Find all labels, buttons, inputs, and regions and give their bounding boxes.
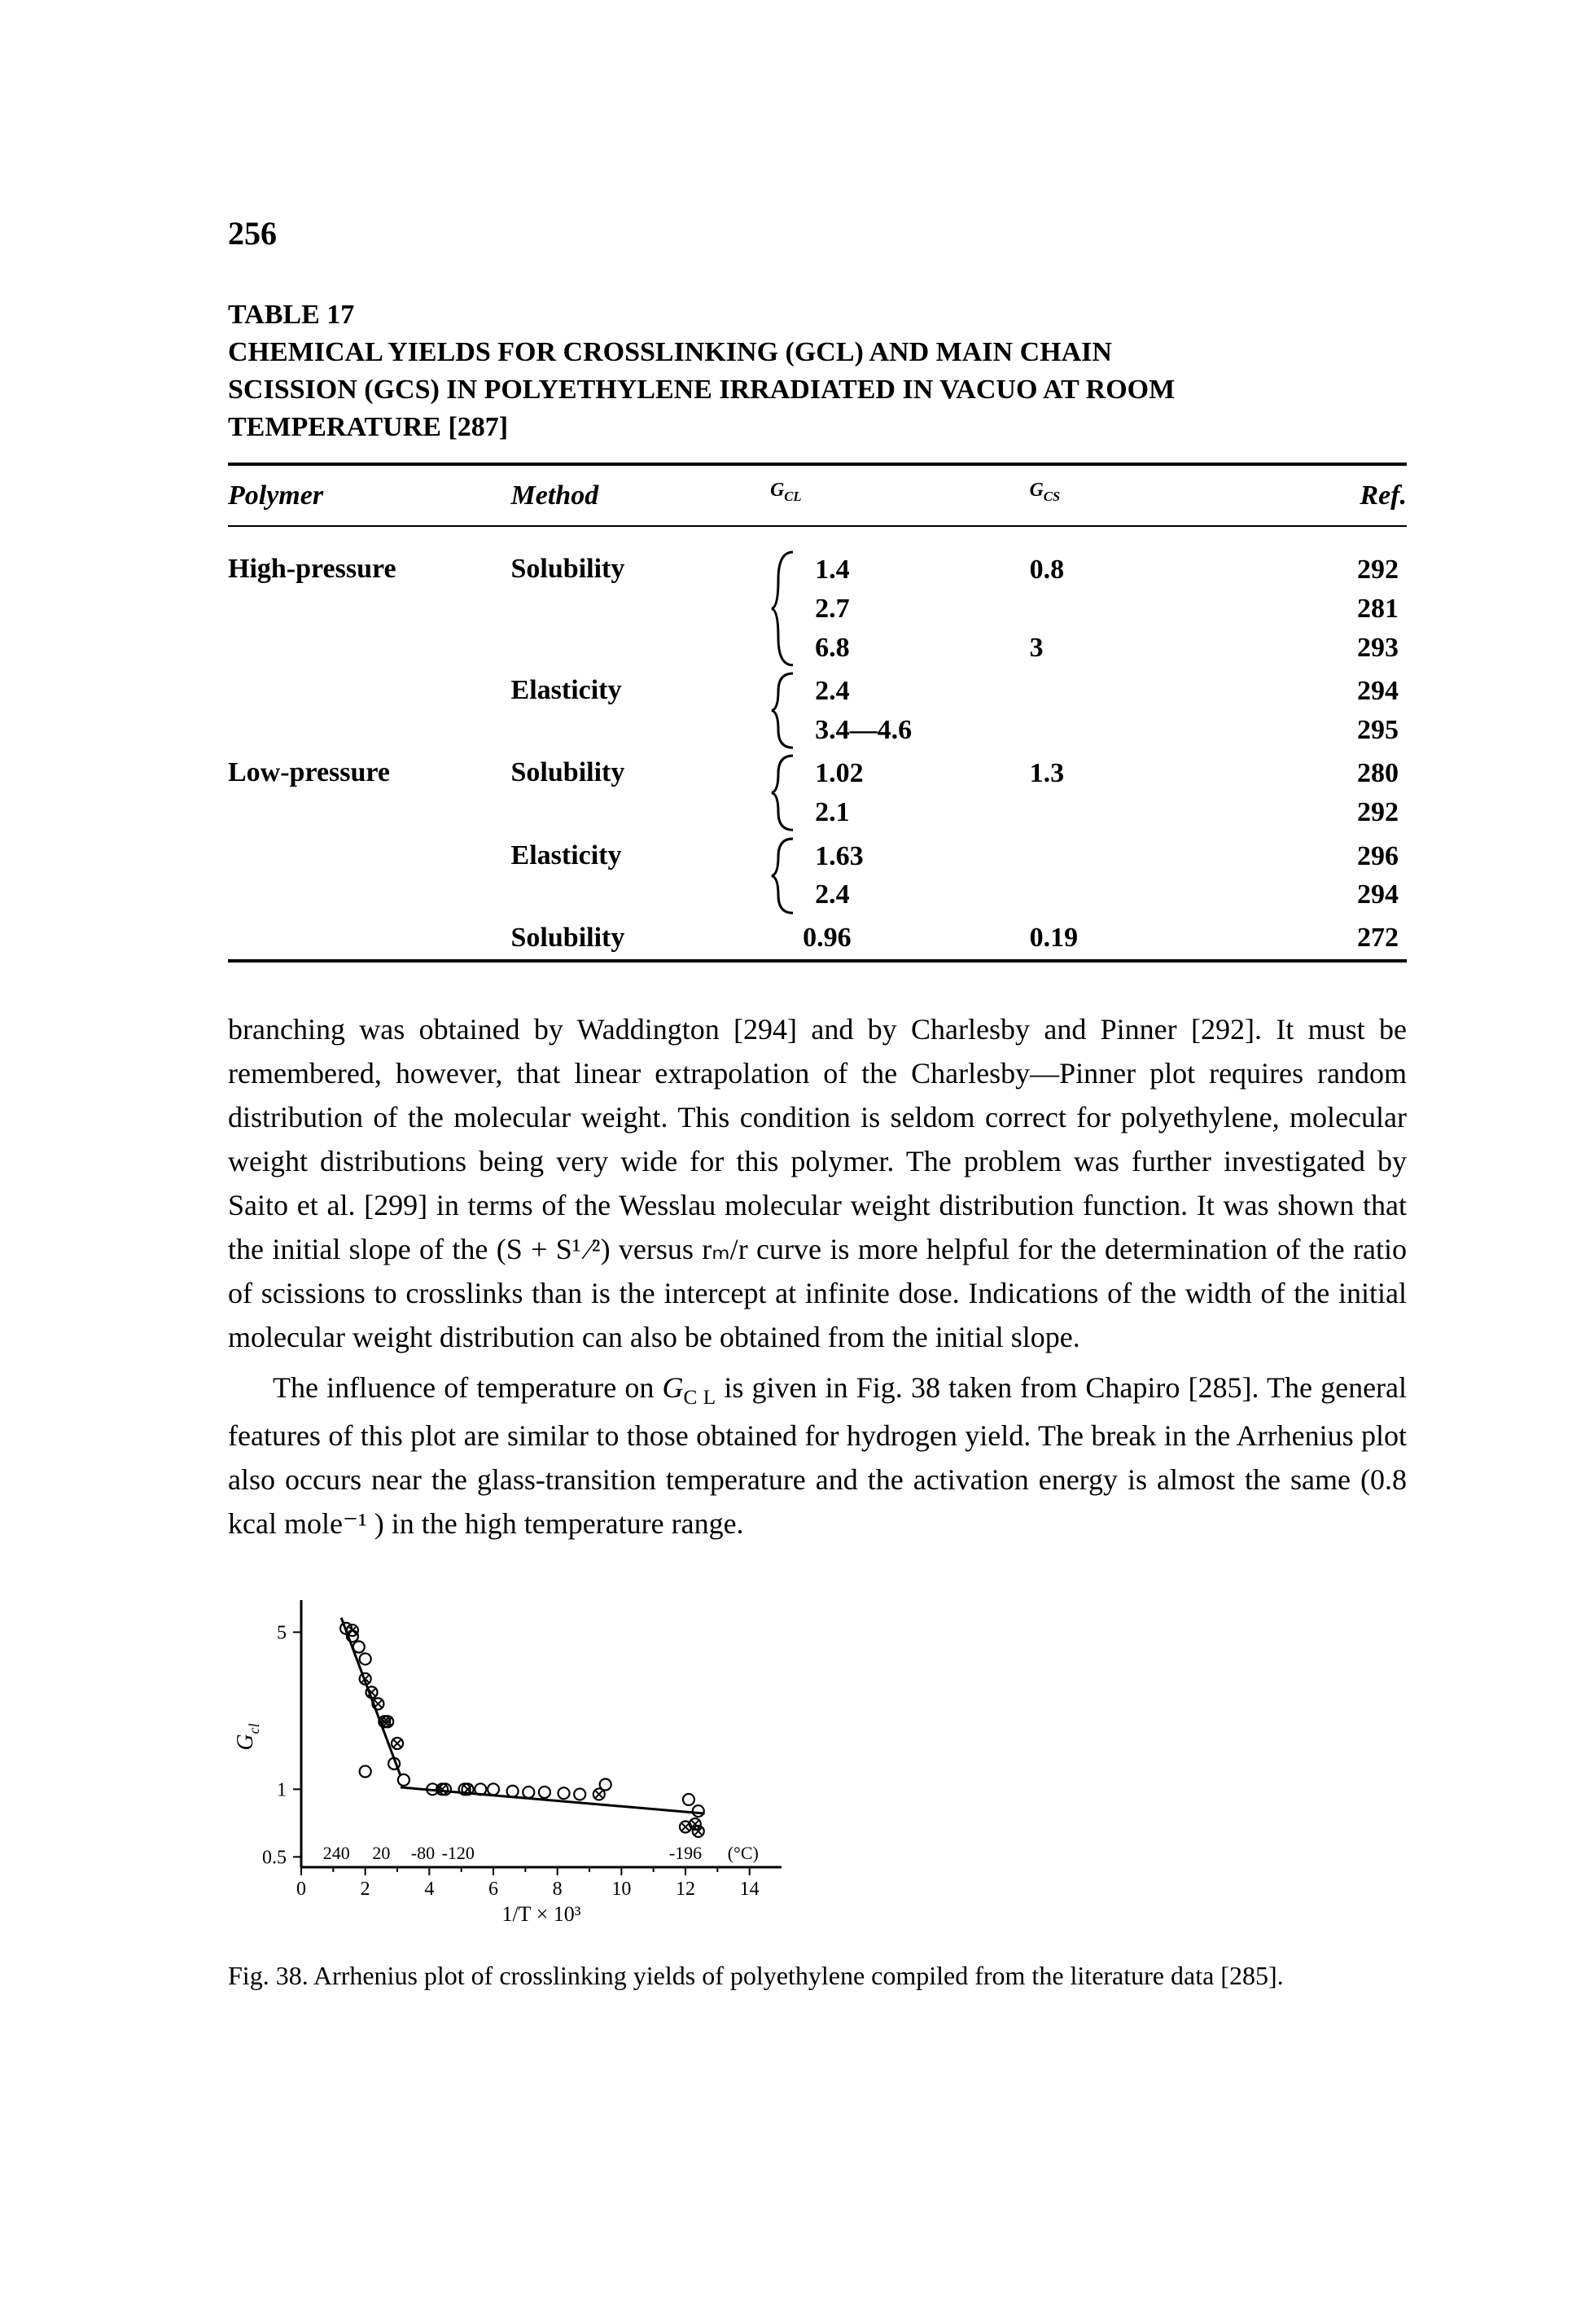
cell-ref: 280292 — [1230, 752, 1407, 834]
gcs-sub: CS — [1044, 488, 1060, 503]
paragraph-1: branching was obtained by Waddington [29… — [228, 1007, 1407, 1359]
col-polymer-header: Polymer — [228, 466, 511, 527]
cell-gcs — [1030, 835, 1230, 917]
svg-text:Gcl: Gcl — [233, 1723, 262, 1750]
cell-gcl: 1.632.4 — [770, 835, 1030, 917]
table-title-2: SCISSION (GCS) IN POLYETHYLENE IRRADIATE… — [228, 371, 1407, 409]
svg-text:0.5: 0.5 — [262, 1847, 287, 1868]
svg-text:20: 20 — [372, 1843, 390, 1863]
table-title-1: CHEMICAL YIELDS FOR CROSSLINKING (GCL) A… — [228, 334, 1407, 371]
cell-polymer — [228, 917, 511, 959]
svg-text:-80: -80 — [411, 1843, 435, 1863]
figure-38-plot: 0 2 4 6 8 10 12 14 1/T × 10³ 0.5 1 5 Gcl 240 20 -80 -120… — [228, 1590, 798, 1932]
table-label: TABLE 17 — [228, 296, 1407, 334]
cell-polymer — [228, 835, 511, 917]
cell-method: Solubility — [511, 752, 771, 834]
gcs-prefix: G — [1030, 480, 1044, 501]
table-17: Polymer Method GCL GCS Ref. High-pressur… — [228, 463, 1407, 962]
col-ref-header: Ref. — [1230, 466, 1407, 527]
table-title-3: TEMPERATURE [287] — [228, 409, 1407, 446]
gcl-sub: CL — [784, 488, 801, 503]
para2-gcl-prefix: G — [663, 1371, 684, 1404]
cell-gcl: 0.96 — [770, 917, 1030, 959]
cell-gcl: 1.022.1 — [770, 752, 1030, 834]
cell-method: Solubility — [511, 917, 771, 959]
para2-gcl-sub: C L — [684, 1387, 716, 1409]
cell-ref: 272 — [1230, 917, 1407, 959]
cell-gcs — [1030, 669, 1230, 752]
svg-text:6: 6 — [488, 1879, 498, 1900]
cell-gcl: 2.43.4—4.6 — [770, 669, 1030, 752]
page-number: 256 — [228, 212, 1407, 256]
svg-text:-120: -120 — [442, 1843, 475, 1863]
svg-text:2: 2 — [361, 1879, 370, 1900]
figure-38-caption: Fig. 38. Arrhenius plot of crosslinking … — [228, 1958, 1407, 1993]
svg-text:(°C): (°C) — [728, 1843, 759, 1863]
paragraph-2: The influence of temperature on GC L is … — [228, 1366, 1407, 1546]
cell-method: Elasticity — [511, 669, 771, 752]
col-method-header: Method — [511, 466, 771, 527]
svg-text:240: 240 — [323, 1843, 350, 1863]
svg-text:1: 1 — [277, 1779, 287, 1800]
cell-polymer — [228, 669, 511, 752]
svg-text:14: 14 — [740, 1879, 760, 1900]
col-gcl-header: GCL — [770, 466, 1030, 527]
cell-polymer: Low-pressure — [228, 752, 511, 834]
col-gcs-header: GCS — [1030, 466, 1230, 527]
cell-gcs: 1.3 — [1030, 752, 1230, 834]
svg-text:-196: -196 — [669, 1843, 702, 1863]
cell-method: Elasticity — [511, 835, 771, 917]
svg-text:5: 5 — [277, 1622, 287, 1643]
svg-text:10: 10 — [611, 1879, 631, 1900]
cell-ref: 294295 — [1230, 669, 1407, 752]
figure-38: 0 2 4 6 8 10 12 14 1/T × 10³ 0.5 1 5 Gcl 240 20 -80 -120… — [228, 1590, 1407, 1993]
svg-text:4: 4 — [424, 1879, 434, 1900]
svg-text:12: 12 — [676, 1879, 695, 1900]
svg-text:8: 8 — [553, 1879, 563, 1900]
cell-method: Solubility — [511, 548, 771, 669]
cell-ref: 292281293 — [1230, 548, 1407, 669]
gcl-prefix: G — [770, 480, 784, 501]
svg-text:1/T × 10³: 1/T × 10³ — [501, 1902, 580, 1926]
table-heading: TABLE 17 CHEMICAL YIELDS FOR CROSSLINKIN… — [228, 296, 1407, 446]
cell-gcl: 1.42.76.8 — [770, 548, 1030, 669]
svg-text:0: 0 — [296, 1879, 306, 1900]
cell-gcs: 0.8 3 — [1030, 548, 1230, 669]
cell-gcs: 0.19 — [1030, 917, 1230, 959]
cell-ref: 296294 — [1230, 835, 1407, 917]
cell-polymer: High-pressure — [228, 548, 511, 669]
para2-text-a: The influence of temperature on — [273, 1371, 663, 1404]
